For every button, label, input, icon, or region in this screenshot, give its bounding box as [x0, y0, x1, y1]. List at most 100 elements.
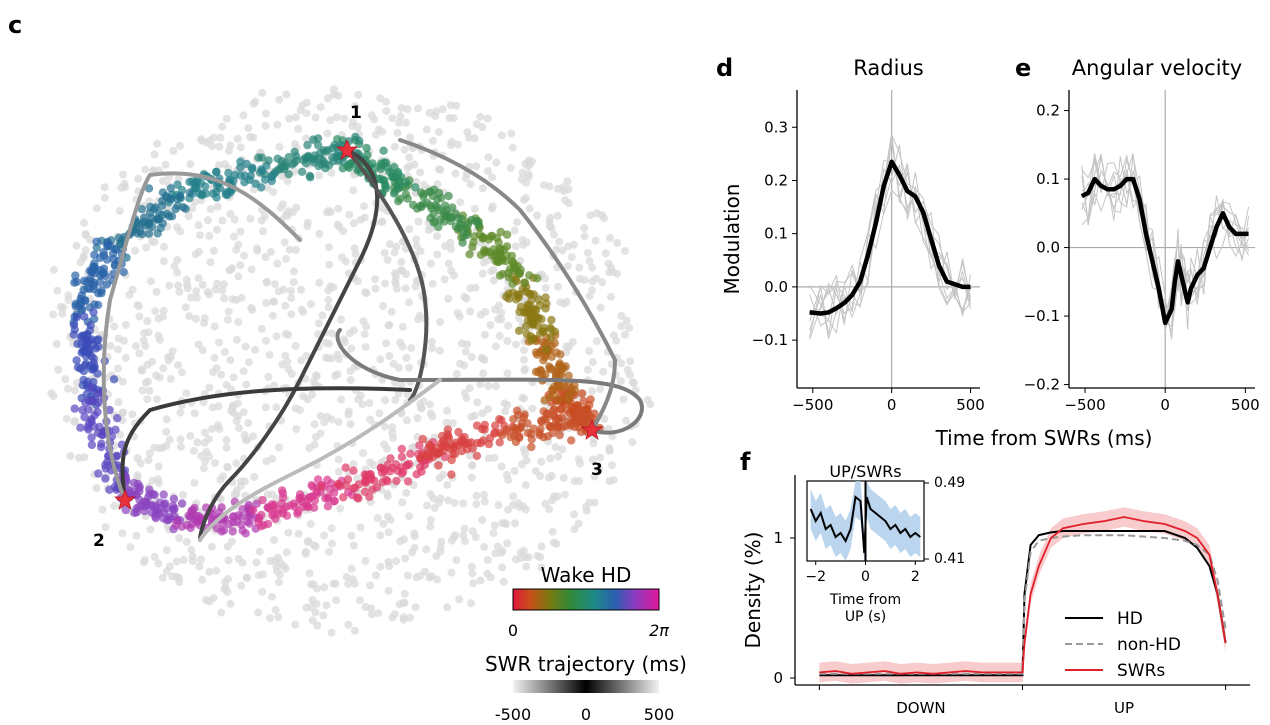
- scatter-point-background: [401, 284, 410, 293]
- scatter-point-background: [570, 240, 578, 249]
- scatter-point-hd: [360, 470, 369, 479]
- scatter-point-hd: [505, 265, 515, 274]
- y-tick-label: 0.0: [764, 278, 788, 296]
- scatter-point-hd: [168, 504, 178, 514]
- scatter-point-background: [323, 354, 332, 363]
- swr-colorbar-tick-min: -500: [495, 705, 531, 724]
- scatter-point-hd: [228, 527, 237, 536]
- scatter-point-background: [472, 120, 481, 129]
- scatter-point-hd: [496, 227, 505, 237]
- inset-x-label: Time from: [829, 592, 901, 608]
- scatter-point-background: [261, 109, 270, 118]
- scatter-point-background: [294, 124, 303, 133]
- scatter-point-hd: [394, 196, 403, 206]
- scatter-point-hd: [516, 265, 525, 275]
- scatter-point-background: [400, 145, 409, 154]
- start-marker-3: [581, 419, 603, 440]
- scatter-point-background: [234, 272, 243, 281]
- scatter-point-background: [385, 321, 394, 330]
- scatter-point-hd: [224, 520, 234, 529]
- scatter-point-background: [590, 472, 599, 481]
- scatter-point-background: [131, 342, 140, 351]
- scatter-point-background: [403, 105, 412, 113]
- scatter-point-background: [347, 564, 356, 573]
- scatter-point-hd: [547, 315, 556, 325]
- scatter-point-background: [199, 464, 208, 473]
- scatter-point-background: [259, 227, 267, 236]
- scatter-point-hd: [555, 431, 564, 440]
- scatter-point-background: [119, 377, 127, 386]
- scatter-point-background: [494, 501, 503, 510]
- scatter-point-background: [224, 556, 233, 565]
- scatter-point-hd: [303, 140, 312, 150]
- scatter-point-background: [380, 249, 389, 257]
- scatter-point-background: [466, 451, 474, 460]
- scatter-point-hd: [89, 278, 99, 287]
- scatter-point-hd: [144, 229, 154, 238]
- scatter-point-background: [346, 420, 355, 429]
- scatter-point-background: [254, 608, 263, 617]
- scatter-point-background: [503, 369, 512, 378]
- scatter-point-background: [222, 114, 231, 123]
- scatter-point-background: [462, 394, 471, 403]
- scatter-point-background: [302, 351, 311, 360]
- scatter-point-background: [246, 214, 255, 223]
- scatter-point-hd: [457, 446, 466, 456]
- scatter-point-hd: [229, 512, 238, 521]
- scatter-point-background: [463, 128, 472, 137]
- scatter-point-background: [210, 459, 219, 467]
- scatter-point-hd: [92, 243, 101, 252]
- scatter-point-hd: [411, 183, 420, 192]
- scatter-point-background: [468, 461, 476, 470]
- scatter-point-background: [281, 301, 290, 310]
- scatter-point-background: [153, 395, 161, 404]
- scatter-point-hd: [572, 412, 581, 421]
- scatter-point-background: [428, 344, 437, 353]
- scatter-point-background: [588, 263, 597, 272]
- scatter-point-background: [162, 415, 171, 424]
- scatter-point-hd: [521, 322, 531, 331]
- scatter-point-background: [262, 299, 271, 307]
- scatter-point-hd: [339, 493, 348, 502]
- scatter-point-background: [203, 216, 212, 225]
- scatter-point-background: [375, 409, 384, 418]
- scatter-point-background: [460, 524, 469, 533]
- scatter-point-background: [216, 133, 225, 142]
- scatter-point-hd: [297, 167, 307, 176]
- scatter-point-hd: [538, 327, 547, 336]
- scatter-point-background: [270, 381, 279, 390]
- scatter-point-background: [350, 626, 359, 635]
- scatter-point-background: [643, 395, 652, 404]
- scatter-point-background: [220, 160, 229, 169]
- scatter-point-background: [275, 143, 284, 151]
- scatter-point-background: [521, 194, 530, 203]
- scatter-point-hd: [422, 198, 432, 207]
- scatter-point-background: [191, 314, 200, 323]
- scatter-point-background: [351, 102, 359, 110]
- scatter-point-background: [558, 246, 567, 255]
- y-tick-label: −0.2: [1024, 376, 1060, 394]
- scatter-point-background: [49, 265, 58, 274]
- scatter-point-background: [388, 423, 397, 432]
- scatter-point-hd: [86, 321, 95, 330]
- individual-trace: [1081, 156, 1249, 333]
- scatter-point-hd: [472, 421, 482, 430]
- scatter-point-background: [195, 562, 204, 571]
- series-line-non-hd: [819, 534, 1227, 675]
- scatter-point-hd: [313, 134, 323, 143]
- scatter-point-hd: [386, 454, 395, 463]
- scatter-point-background: [596, 303, 605, 312]
- scatter-point-background: [420, 180, 429, 189]
- scatter-point-background: [236, 227, 245, 236]
- scatter-point-background: [344, 620, 353, 629]
- scatter-point-background: [239, 367, 248, 376]
- scatter-point-hd: [330, 496, 339, 506]
- scatter-point-background: [284, 330, 293, 339]
- scatter-point-background: [492, 158, 501, 167]
- scatter-point-background: [591, 236, 600, 245]
- scatter-point-hd: [92, 336, 102, 345]
- scatter-point-background: [71, 386, 79, 395]
- scatter-point-hd: [263, 519, 273, 529]
- panel-letter-e: e: [1015, 54, 1031, 82]
- scatter-point-background: [325, 547, 334, 556]
